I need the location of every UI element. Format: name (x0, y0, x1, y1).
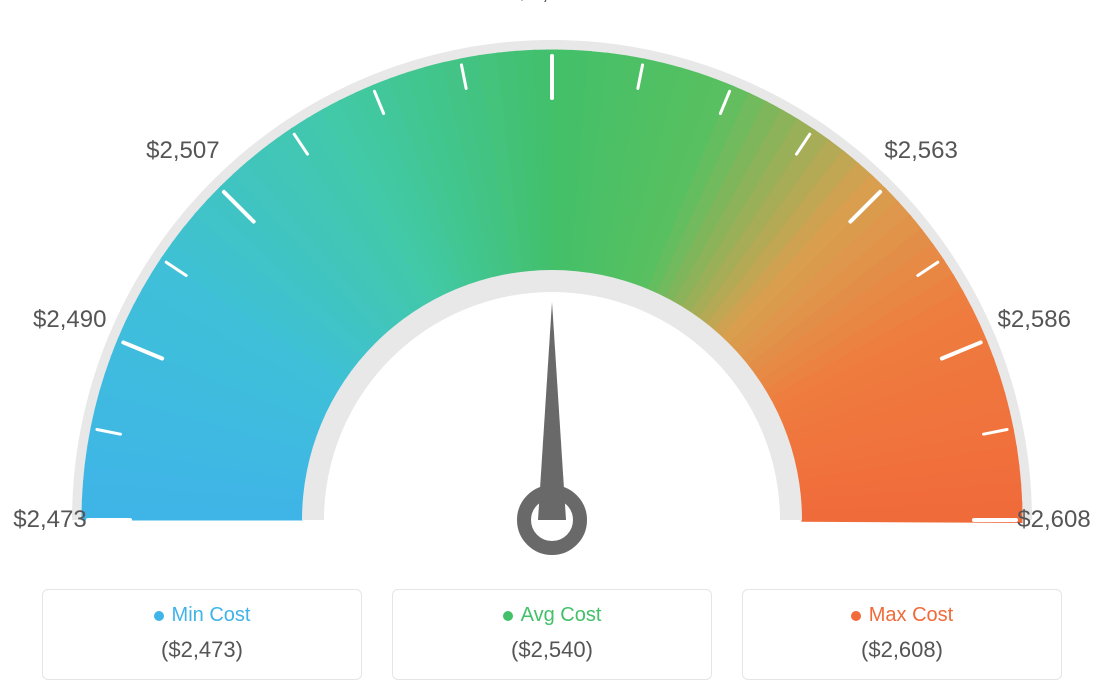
legend-value: ($2,608) (753, 637, 1051, 663)
legend-card-title: Min Cost (53, 604, 351, 627)
gauge-tick-label: $2,608 (1017, 506, 1090, 534)
legend-value: ($2,473) (53, 637, 351, 663)
legend-row: Min Cost ($2,473) Avg Cost ($2,540) Max Cost… (0, 589, 1104, 680)
gauge-tick-label: $2,563 (884, 137, 957, 165)
legend-card-title: Avg Cost (403, 604, 701, 627)
legend-card-title: Max Cost (753, 604, 1051, 627)
gauge-tick-label: $2,507 (146, 137, 219, 165)
legend-title-text: Avg Cost (521, 604, 602, 626)
gauge-tick-label: $2,540 (515, 0, 588, 6)
legend-dot-icon (154, 611, 164, 621)
legend-card: Avg Cost ($2,540) (392, 589, 712, 680)
legend-card: Min Cost ($2,473) (42, 589, 362, 680)
gauge-svg (0, 0, 1104, 560)
gauge-tick-label: $2,586 (998, 306, 1071, 334)
legend-title-text: Max Cost (869, 604, 953, 626)
legend-dot-icon (503, 611, 513, 621)
gauge-tick-label: $2,473 (13, 506, 86, 534)
legend-card: Max Cost ($2,608) (742, 589, 1062, 680)
gauge-chart: $2,473 $2,490 $2,507 $2,540 $2,563 $2,586 $2,6… (0, 0, 1104, 560)
legend-value: ($2,540) (403, 637, 701, 663)
legend-dot-icon (851, 611, 861, 621)
legend-title-text: Min Cost (172, 604, 251, 626)
gauge-tick-label: $2,490 (33, 306, 106, 334)
